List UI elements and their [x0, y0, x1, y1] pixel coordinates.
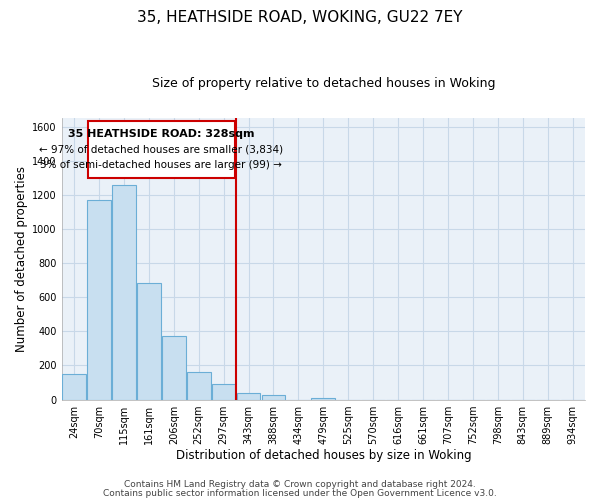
- Text: Contains HM Land Registry data © Crown copyright and database right 2024.: Contains HM Land Registry data © Crown c…: [124, 480, 476, 489]
- FancyBboxPatch shape: [88, 122, 235, 178]
- Title: Size of property relative to detached houses in Woking: Size of property relative to detached ho…: [152, 78, 495, 90]
- Bar: [212, 384, 235, 400]
- Text: 35 HEATHSIDE ROAD: 328sqm: 35 HEATHSIDE ROAD: 328sqm: [68, 129, 254, 139]
- Bar: [237, 393, 260, 400]
- Bar: [162, 336, 185, 400]
- Bar: [187, 372, 211, 400]
- X-axis label: Distribution of detached houses by size in Woking: Distribution of detached houses by size …: [176, 450, 471, 462]
- Y-axis label: Number of detached properties: Number of detached properties: [15, 166, 28, 352]
- Bar: [87, 200, 111, 400]
- Bar: [62, 374, 86, 400]
- Text: ← 97% of detached houses are smaller (3,834): ← 97% of detached houses are smaller (3,…: [39, 144, 283, 154]
- Bar: [137, 282, 161, 400]
- Bar: [311, 398, 335, 400]
- Bar: [262, 396, 286, 400]
- Bar: [112, 186, 136, 400]
- Text: 35, HEATHSIDE ROAD, WOKING, GU22 7EY: 35, HEATHSIDE ROAD, WOKING, GU22 7EY: [137, 10, 463, 25]
- Text: Contains public sector information licensed under the Open Government Licence v3: Contains public sector information licen…: [103, 489, 497, 498]
- Text: 3% of semi-detached houses are larger (99) →: 3% of semi-detached houses are larger (9…: [40, 160, 282, 170]
